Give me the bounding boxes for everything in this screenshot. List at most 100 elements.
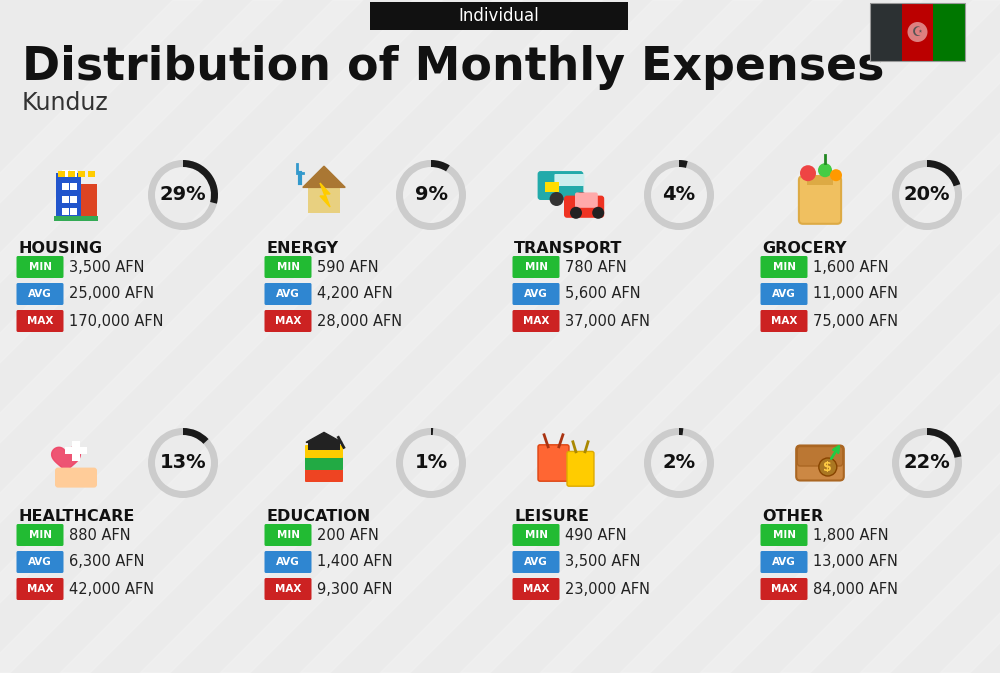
Text: MAX: MAX xyxy=(27,584,53,594)
Wedge shape xyxy=(927,160,960,186)
Text: AVG: AVG xyxy=(524,557,548,567)
FancyBboxPatch shape xyxy=(545,182,559,192)
FancyBboxPatch shape xyxy=(16,524,64,546)
FancyBboxPatch shape xyxy=(62,196,69,203)
Polygon shape xyxy=(0,0,283,673)
Circle shape xyxy=(830,169,842,181)
Polygon shape xyxy=(860,0,1000,673)
Wedge shape xyxy=(644,428,714,498)
FancyBboxPatch shape xyxy=(58,172,65,178)
FancyBboxPatch shape xyxy=(567,452,594,486)
FancyBboxPatch shape xyxy=(65,447,87,454)
FancyBboxPatch shape xyxy=(572,174,584,186)
Text: 29%: 29% xyxy=(160,186,206,205)
FancyBboxPatch shape xyxy=(575,192,598,208)
FancyBboxPatch shape xyxy=(933,3,965,61)
FancyBboxPatch shape xyxy=(305,469,343,482)
Text: AVG: AVG xyxy=(28,557,52,567)
Text: 22%: 22% xyxy=(904,454,950,472)
FancyBboxPatch shape xyxy=(78,172,85,178)
Wedge shape xyxy=(431,428,433,435)
Text: 75,000 AFN: 75,000 AFN xyxy=(813,314,898,328)
FancyBboxPatch shape xyxy=(512,283,560,305)
FancyBboxPatch shape xyxy=(16,283,64,305)
Text: AVG: AVG xyxy=(772,289,796,299)
Text: MAX: MAX xyxy=(771,584,797,594)
Text: $: $ xyxy=(823,460,832,474)
Text: MIN: MIN xyxy=(772,530,796,540)
FancyBboxPatch shape xyxy=(308,442,340,450)
FancyBboxPatch shape xyxy=(70,196,77,203)
Text: 11,000 AFN: 11,000 AFN xyxy=(813,287,898,302)
Polygon shape xyxy=(0,0,603,673)
FancyBboxPatch shape xyxy=(16,578,64,600)
FancyBboxPatch shape xyxy=(68,172,75,178)
Polygon shape xyxy=(52,448,80,473)
FancyBboxPatch shape xyxy=(538,445,569,481)
FancyBboxPatch shape xyxy=(55,468,97,488)
Polygon shape xyxy=(0,0,443,673)
FancyBboxPatch shape xyxy=(56,174,81,217)
FancyBboxPatch shape xyxy=(761,578,808,600)
Text: TRANSPORT: TRANSPORT xyxy=(514,241,622,256)
Polygon shape xyxy=(380,0,1000,673)
FancyBboxPatch shape xyxy=(761,256,808,278)
Polygon shape xyxy=(300,0,1000,673)
FancyBboxPatch shape xyxy=(870,3,902,61)
Wedge shape xyxy=(183,160,218,204)
Polygon shape xyxy=(700,0,1000,673)
Polygon shape xyxy=(60,0,763,673)
Text: MIN: MIN xyxy=(276,262,300,272)
FancyBboxPatch shape xyxy=(264,551,312,573)
Wedge shape xyxy=(679,160,688,168)
Polygon shape xyxy=(0,0,203,673)
Text: MIN: MIN xyxy=(524,530,548,540)
Text: 1,600 AFN: 1,600 AFN xyxy=(813,260,889,275)
FancyBboxPatch shape xyxy=(264,283,312,305)
Text: HOUSING: HOUSING xyxy=(18,241,102,256)
Text: MAX: MAX xyxy=(275,316,301,326)
FancyBboxPatch shape xyxy=(538,171,583,200)
FancyBboxPatch shape xyxy=(72,441,80,461)
Circle shape xyxy=(574,192,588,206)
Text: 9%: 9% xyxy=(415,186,448,205)
FancyBboxPatch shape xyxy=(16,256,64,278)
FancyBboxPatch shape xyxy=(62,208,69,215)
Text: 3,500 AFN: 3,500 AFN xyxy=(69,260,144,275)
Text: MAX: MAX xyxy=(275,584,301,594)
Text: AVG: AVG xyxy=(28,289,52,299)
Text: 13,000 AFN: 13,000 AFN xyxy=(813,555,898,569)
FancyBboxPatch shape xyxy=(16,310,64,332)
Text: Distribution of Monthly Expenses: Distribution of Monthly Expenses xyxy=(22,46,884,90)
FancyBboxPatch shape xyxy=(807,175,833,185)
Text: 780 AFN: 780 AFN xyxy=(565,260,627,275)
Wedge shape xyxy=(396,428,466,498)
Text: 84,000 AFN: 84,000 AFN xyxy=(813,581,898,596)
FancyBboxPatch shape xyxy=(308,187,340,213)
Text: GROCERY: GROCERY xyxy=(762,241,846,256)
Circle shape xyxy=(800,165,816,181)
Polygon shape xyxy=(460,0,1000,673)
Text: AVG: AVG xyxy=(524,289,548,299)
Text: MIN: MIN xyxy=(28,262,52,272)
FancyBboxPatch shape xyxy=(264,256,312,278)
Text: 170,000 AFN: 170,000 AFN xyxy=(69,314,164,328)
FancyBboxPatch shape xyxy=(563,174,575,186)
Text: 23,000 AFN: 23,000 AFN xyxy=(565,581,650,596)
Text: LEISURE: LEISURE xyxy=(514,509,589,524)
Text: OTHER: OTHER xyxy=(762,509,823,524)
FancyBboxPatch shape xyxy=(796,446,844,481)
FancyBboxPatch shape xyxy=(512,551,560,573)
Text: 880 AFN: 880 AFN xyxy=(69,528,131,542)
Text: MIN: MIN xyxy=(772,262,796,272)
Wedge shape xyxy=(892,160,962,230)
FancyBboxPatch shape xyxy=(512,524,560,546)
Wedge shape xyxy=(644,160,714,230)
FancyBboxPatch shape xyxy=(70,170,77,178)
Text: Individual: Individual xyxy=(459,7,539,25)
FancyBboxPatch shape xyxy=(761,524,808,546)
Circle shape xyxy=(320,438,328,446)
FancyBboxPatch shape xyxy=(16,551,64,573)
Circle shape xyxy=(570,207,582,219)
FancyBboxPatch shape xyxy=(305,445,343,458)
